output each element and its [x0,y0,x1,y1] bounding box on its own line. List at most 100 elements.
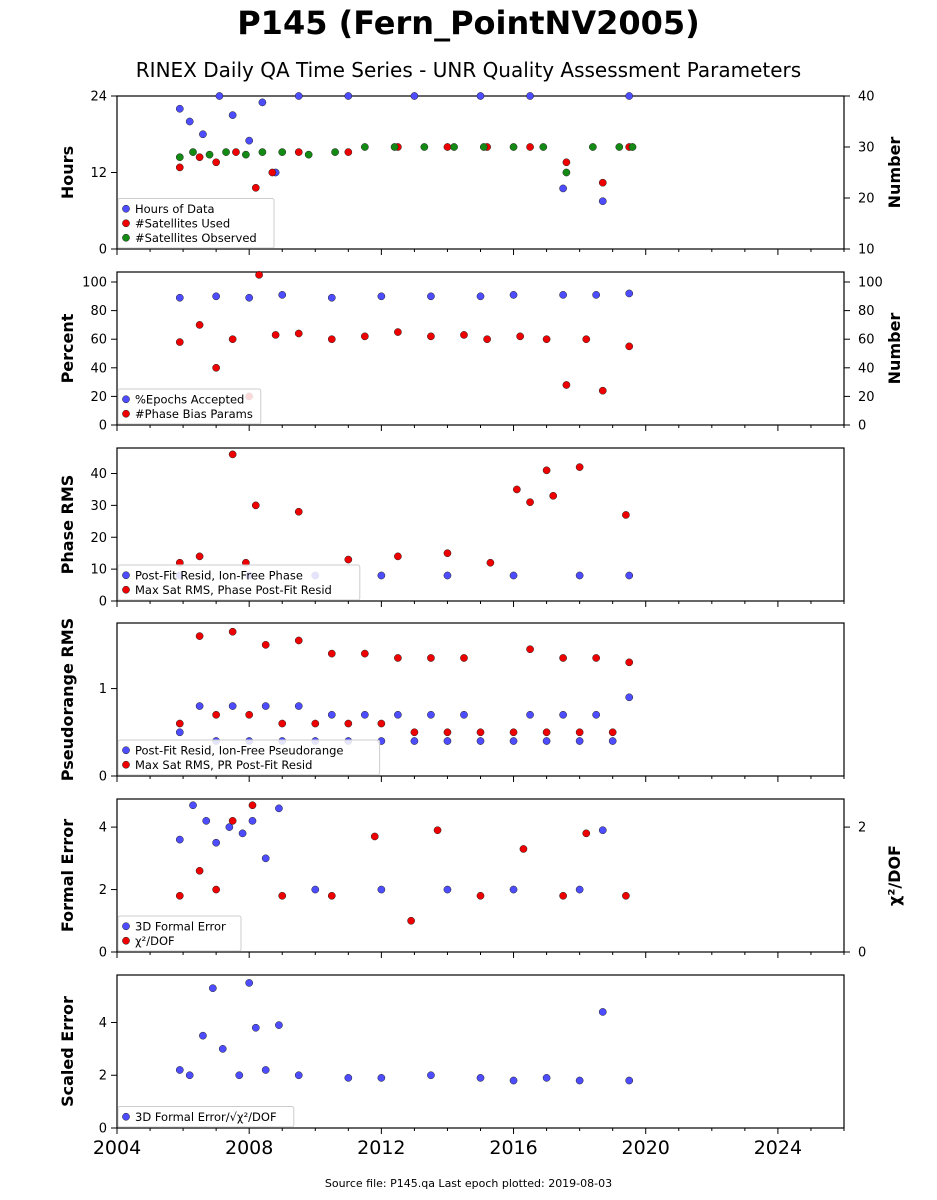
data-point [195,153,204,162]
y-tick-label: 20 [90,390,107,405]
data-point [575,1076,584,1085]
data-point [460,710,468,719]
data-point [175,1066,184,1074]
data-point [589,143,597,151]
data-point [390,143,399,151]
legend-label: #Satellites Observed [135,231,257,245]
source-footer: Source file: P145.qa Last epoch plotted:… [324,1177,613,1190]
data-point [598,1008,607,1016]
data-point [559,654,567,662]
y2-tick-label: 100 [858,276,883,291]
data-point [175,719,184,728]
data-point [212,158,220,167]
data-point [539,143,548,151]
data-point [476,728,485,737]
data-point [598,386,607,395]
data-point [394,552,402,561]
page-title: P145 (Fern_PointNV2005) [237,4,700,42]
y-tick-label: 10 [90,563,107,578]
data-point [516,332,525,341]
data-point [460,331,468,339]
y-tick-label: 0 [99,770,107,785]
data-point [562,381,571,389]
data-point [294,1071,303,1080]
y-tick-label: 4 [99,821,107,836]
data-point [443,571,452,580]
data-point [251,501,260,510]
data-point [175,293,184,302]
data-point [549,491,558,500]
data-point [294,636,303,645]
legend-label: 3D Formal Error/√χ²/DOF [135,1110,277,1124]
data-point [592,710,601,719]
legend-label: #Phase Bias Params [135,407,253,421]
y2-tick-label: 30 [858,141,875,156]
data-point [509,737,518,745]
data-point [443,728,452,737]
legend-box [117,739,381,776]
data-point [483,335,491,344]
data-point [175,728,184,737]
data-point [443,885,452,894]
data-point [212,838,220,847]
data-point [509,885,518,894]
legend-label: Hours of Data [135,202,215,216]
data-point [261,1066,270,1074]
x-tick-label: 2012 [357,1137,405,1159]
y2-tick-label: 60 [858,333,875,348]
data-point [327,710,336,719]
data-point [598,826,607,835]
legend-label: Post-Fit Resid, Ion-Free Pseudorange [135,743,343,757]
data-point [562,168,571,177]
data-point [278,148,287,156]
legend-marker [122,571,130,580]
data-point [443,737,452,745]
data-point [175,891,184,900]
data-point [268,168,277,177]
data-point [195,552,204,561]
legend-marker [122,409,130,418]
data-point [460,654,468,662]
data-point [245,979,254,987]
data-point [559,184,567,193]
data-point [575,571,584,580]
data-point [598,197,607,206]
data-point [212,292,220,301]
data-point [242,150,250,159]
data-point [509,143,518,151]
x-tick-label: 2016 [489,1137,537,1159]
data-point [450,143,458,151]
data-point [476,1074,485,1082]
data-point [344,1074,353,1082]
data-point [311,885,320,894]
data-point [476,737,485,745]
data-point [195,866,204,875]
y2-tick-label: 10 [858,243,875,258]
data-point [258,148,267,156]
data-point [185,1071,194,1080]
data-point [625,658,634,667]
data-point [370,832,379,841]
data-point [275,804,283,813]
data-point [628,143,637,151]
data-point [195,321,204,329]
legend-marker [122,219,130,228]
chart-panel-4: 0 1 Pseudorange RMS Post-Fit Resid, Ion-Fre… [58,618,845,785]
legend-marker [122,922,130,931]
data-point [199,1031,207,1040]
data-point [344,148,353,156]
legend-box [117,198,275,249]
data-point [344,555,353,564]
data-point [261,854,270,863]
y-tick-label: 60 [90,333,107,348]
data-point [443,549,452,558]
data-point [592,654,601,662]
data-point [542,466,551,475]
data-point [575,463,584,471]
data-point [615,143,624,151]
data-point [271,331,280,339]
data-point [427,710,435,719]
data-point [526,645,534,654]
data-point [509,1076,518,1085]
data-point [294,329,303,338]
